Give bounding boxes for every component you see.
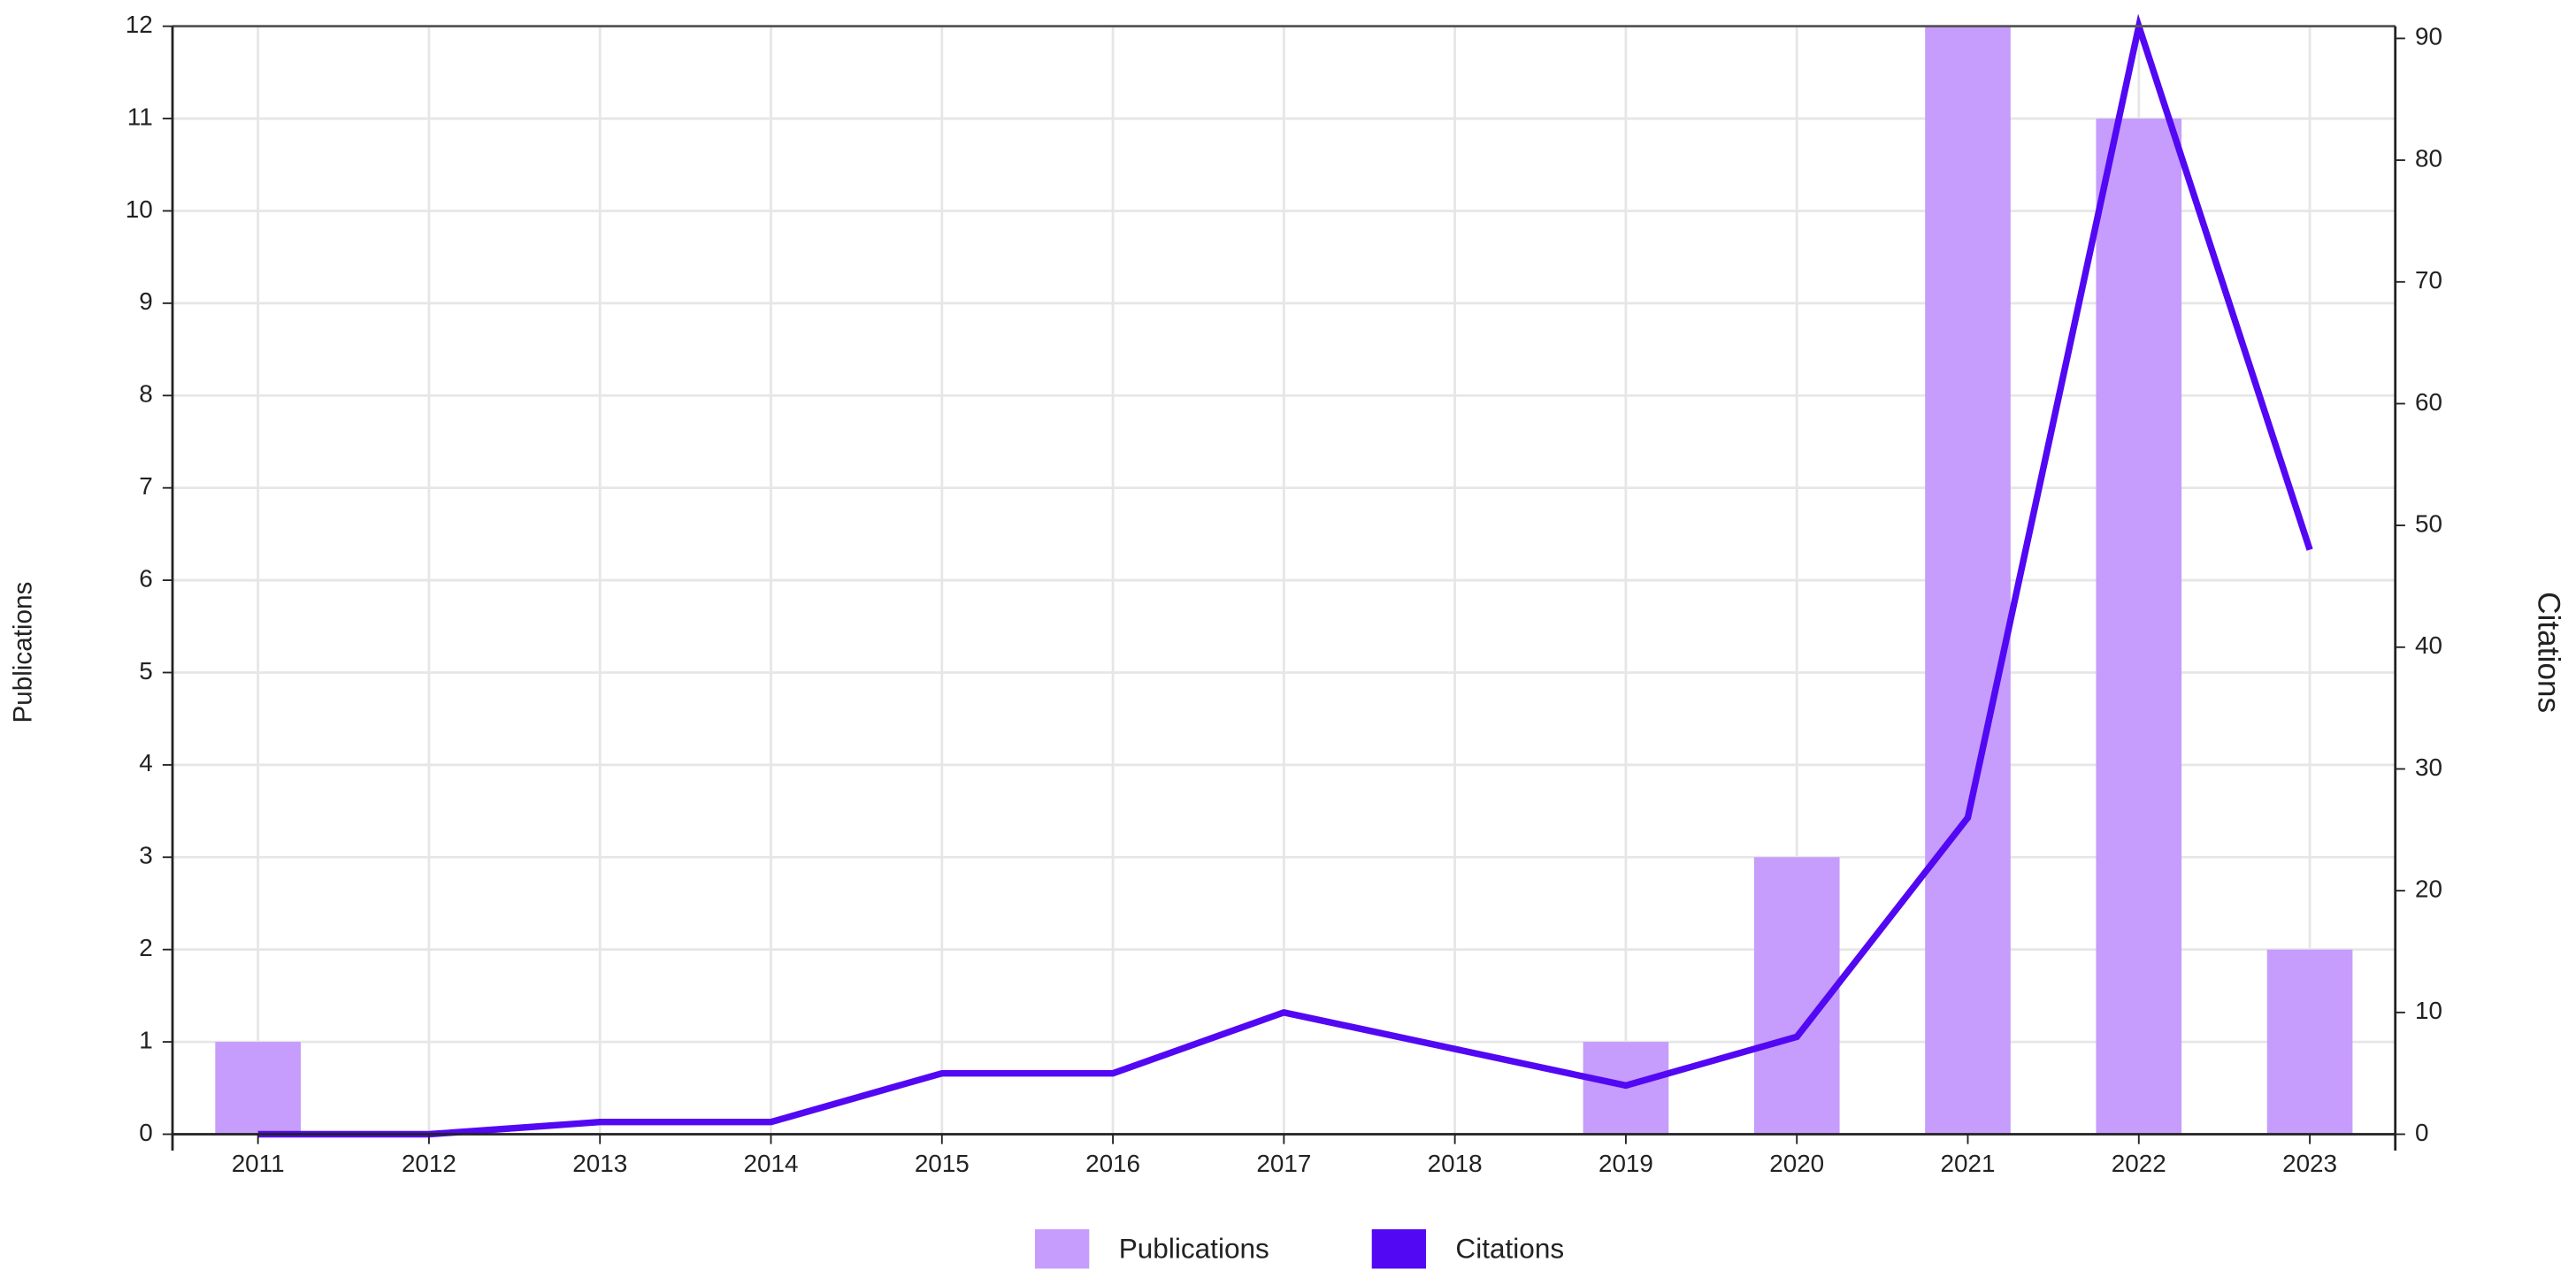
y2-tick-label: 70 [2415, 266, 2442, 294]
bar [2266, 949, 2353, 1135]
y-tick-label: 6 [139, 564, 152, 592]
y-tick-label: 1 [139, 1026, 152, 1053]
x-tick-label: 2019 [1598, 1150, 1653, 1177]
x-tick-label: 2021 [1941, 1150, 1996, 1177]
bar [2096, 119, 2182, 1135]
y2-tick-label: 0 [2415, 1119, 2428, 1146]
x-tick-label: 2015 [915, 1150, 970, 1177]
y2-tick-label: 40 [2415, 631, 2442, 659]
x-tick-label: 2023 [2282, 1150, 2337, 1177]
y2-tick-label: 10 [2415, 997, 2442, 1024]
legend-label: Publications [1119, 1232, 1269, 1264]
y2-tick-label: 30 [2415, 753, 2442, 781]
legend-swatch [1035, 1228, 1090, 1269]
y2-tick-label: 90 [2415, 23, 2442, 50]
y2-axis-title: Citations [2531, 592, 2565, 713]
y-tick-label: 10 [126, 195, 153, 223]
y2-tick-label: 20 [2415, 876, 2442, 903]
grid [172, 25, 2396, 1136]
y-tick-label: 4 [139, 749, 152, 776]
x-tick-label: 2011 [232, 1150, 285, 1177]
x-tick-label: 2020 [1769, 1150, 1824, 1177]
x-tick-label: 2022 [2112, 1150, 2166, 1177]
y-tick-label: 0 [139, 1119, 152, 1146]
x-tick-label: 2014 [744, 1150, 799, 1177]
y-tick-label: 7 [139, 472, 152, 500]
x-tick-label: 2017 [1256, 1150, 1311, 1177]
line [257, 13, 2313, 1138]
legend: Publications Citations [1035, 1228, 1564, 1269]
bar [1925, 26, 2011, 1135]
x-tick-label: 2012 [402, 1150, 456, 1177]
y2-tick-label: 80 [2415, 144, 2442, 172]
y-axis-title: Publications [9, 582, 38, 723]
x-tick-label: 2013 [572, 1150, 627, 1177]
y-tick-label: 8 [139, 380, 152, 408]
y-tick-label: 3 [139, 842, 152, 869]
y-tick-label: 2 [139, 934, 152, 961]
y-tick-label: 9 [139, 287, 152, 315]
y2-tick-label: 60 [2415, 388, 2442, 416]
y-tick-label: 5 [139, 657, 152, 685]
marks [215, 13, 2353, 1138]
y-tick-label: 11 [127, 103, 153, 130]
x-tick-label: 2016 [1085, 1150, 1140, 1177]
x-tick-label: 2018 [1428, 1150, 1483, 1177]
legend-swatch [1371, 1228, 1426, 1269]
bar [215, 1042, 301, 1135]
y2-tick-label: 50 [2415, 509, 2442, 537]
legend-label: Citations [1455, 1232, 1564, 1264]
y-tick-label: 12 [126, 11, 153, 38]
